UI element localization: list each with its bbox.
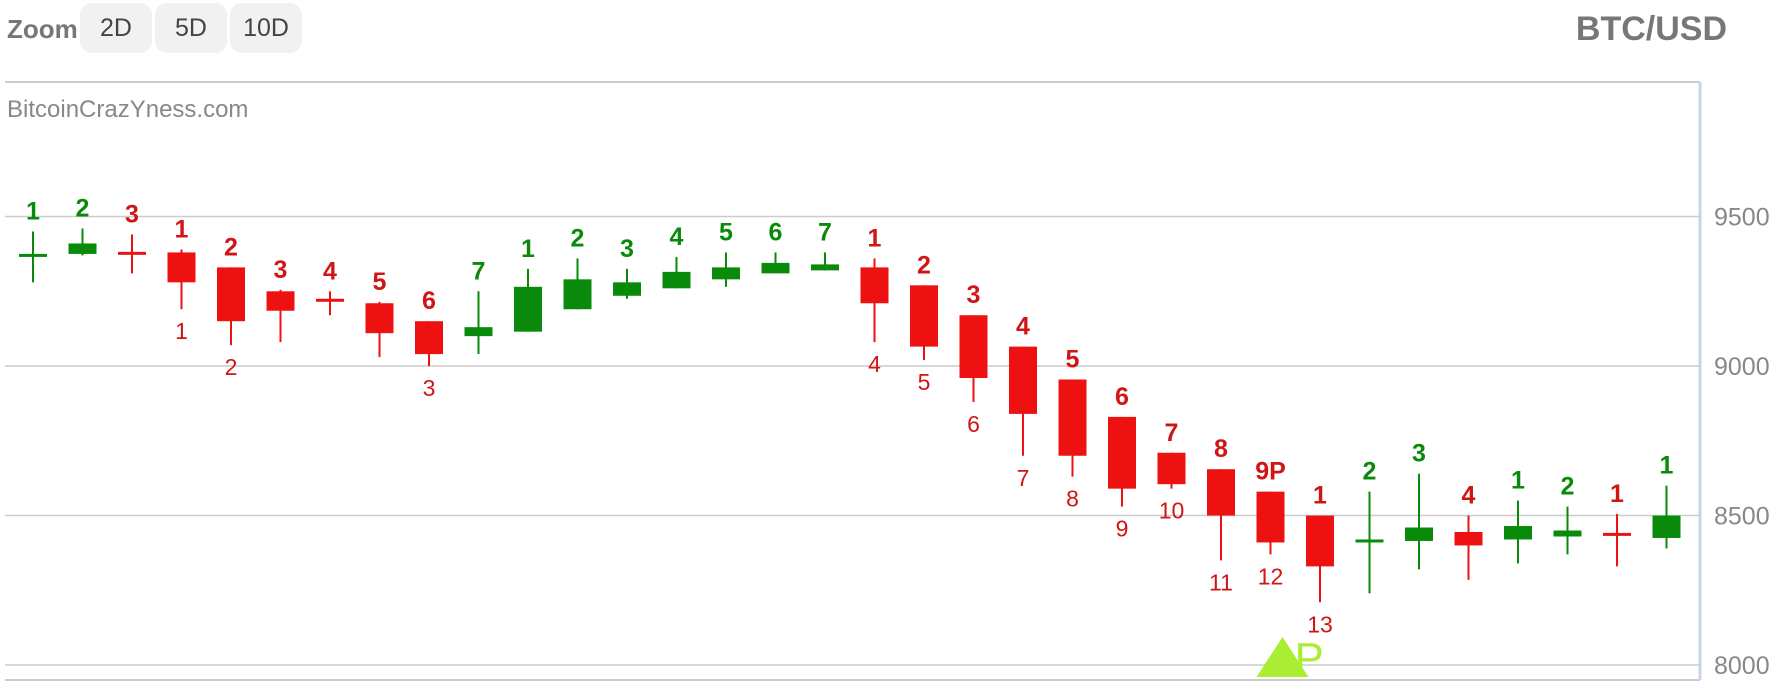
candle-count-label: 6 [422,287,436,315]
candle-body [811,264,839,271]
candle-count-label: 7 [1165,419,1179,447]
candle-count-label: 5 [1066,346,1080,374]
candle-body [1603,532,1631,536]
candle-body [167,252,196,283]
candle-bottom-label: 9 [1116,516,1129,542]
candle-count-label: 4 [1462,482,1476,510]
candle-count-label: 4 [323,257,337,285]
candle-count-label: 2 [76,195,90,223]
triangle-up-icon [1256,637,1309,677]
pair-title: BTC/USD [1575,10,1727,48]
candle-body [1058,379,1087,456]
candle-body [910,285,938,347]
candle-body [365,303,394,334]
watermark: BitcoinCrazYness.com [7,96,248,123]
candle-count-label: 2 [224,233,238,261]
y-tick-label: 8000 [1714,652,1770,680]
y-tick-label: 9000 [1714,353,1770,381]
toolbar: Zoom 2D 5D 10D BTC/USD [0,0,1777,70]
candle-count-label: 7 [472,257,486,285]
candle-count-label: 1 [26,198,40,226]
candle-body [1504,526,1532,540]
candle-bottom-label: 10 [1159,498,1185,524]
candle-body [217,267,245,322]
zoom-5d-button[interactable]: 5D [155,3,227,53]
candle-bottom-label: 4 [868,351,881,377]
candle-count-label: 2 [1561,473,1575,501]
zoom-2d-button[interactable]: 2D [80,3,152,53]
candle-bottom-label: 11 [1209,569,1233,595]
candle-body [19,253,47,257]
candle-body [1256,491,1285,543]
candle-body [1207,469,1235,516]
candle-count-label: 3 [1412,440,1426,468]
y-tick-label: 8500 [1714,503,1770,531]
candle-count-label: 3 [620,235,634,263]
candle-bottom-label: 12 [1258,563,1284,589]
candle-body [1553,530,1582,537]
candle-bottom-label: 6 [967,411,980,437]
candle-count-label: 8 [1214,435,1228,463]
zoom-10d-button[interactable]: 10D [230,3,302,53]
candle-body [316,298,344,302]
candle-count-label: 1 [175,215,189,243]
candle-body [1405,527,1433,541]
candle-body [860,267,889,304]
candle-bottom-label: 2 [225,354,238,380]
perfection-marker-label: P [1295,634,1324,683]
candle-body [1108,416,1136,489]
y-tick-label: 9500 [1714,204,1770,232]
candle-body [464,327,493,337]
candle-body [662,271,691,289]
zoom-label: Zoom [7,14,78,44]
candle-bottom-label: 7 [1017,465,1030,491]
candle-body [1306,515,1334,567]
candle-count-label: 2 [917,251,931,279]
candle-bottom-label: 13 [1307,611,1333,637]
candle-body [266,291,295,311]
candle-count-label: 2 [571,224,585,252]
candle-count-label: 1 [1610,480,1624,508]
candle-count-label: 1 [1511,467,1525,495]
candle-count-label: 6 [769,218,783,246]
candle-count-label: 3 [125,200,139,228]
candle-bottom-label: 1 [175,318,188,344]
candle-count-label: 5 [719,218,733,246]
candle-count-label: 7 [818,218,832,246]
candle-count-label: 5 [373,268,387,296]
candle-count-label: 2 [1363,458,1377,486]
candle-count-label: 3 [274,256,288,284]
candle-bottom-label: 8 [1066,486,1079,512]
candle-body [761,262,790,274]
candle-body [959,315,988,379]
candle-body [1009,346,1037,414]
candle-body [68,243,97,254]
candle-count-label: 3 [967,281,981,309]
candle-count-label: 4 [670,223,684,251]
candle-count-label: 9P [1255,458,1286,486]
candle-body [1157,452,1186,485]
candle-body [415,321,443,355]
candle-count-label: 1 [1660,452,1674,480]
candle-body [712,267,740,280]
candle-body [1652,515,1681,538]
candle-body [118,251,146,255]
candle-bottom-label: 5 [918,369,931,395]
candle-body [514,286,542,332]
candle-count-label: 4 [1016,313,1030,341]
candle-body [613,282,641,296]
candle-count-label: 6 [1115,383,1129,411]
candle-count-label: 1 [868,224,882,252]
candle-count-label: 1 [521,235,535,263]
candle-bottom-label: 3 [423,375,436,401]
candle-body [563,279,592,310]
candle-body [1454,531,1483,546]
candle-body [1355,539,1384,543]
candle-count-label: 1 [1313,482,1327,510]
